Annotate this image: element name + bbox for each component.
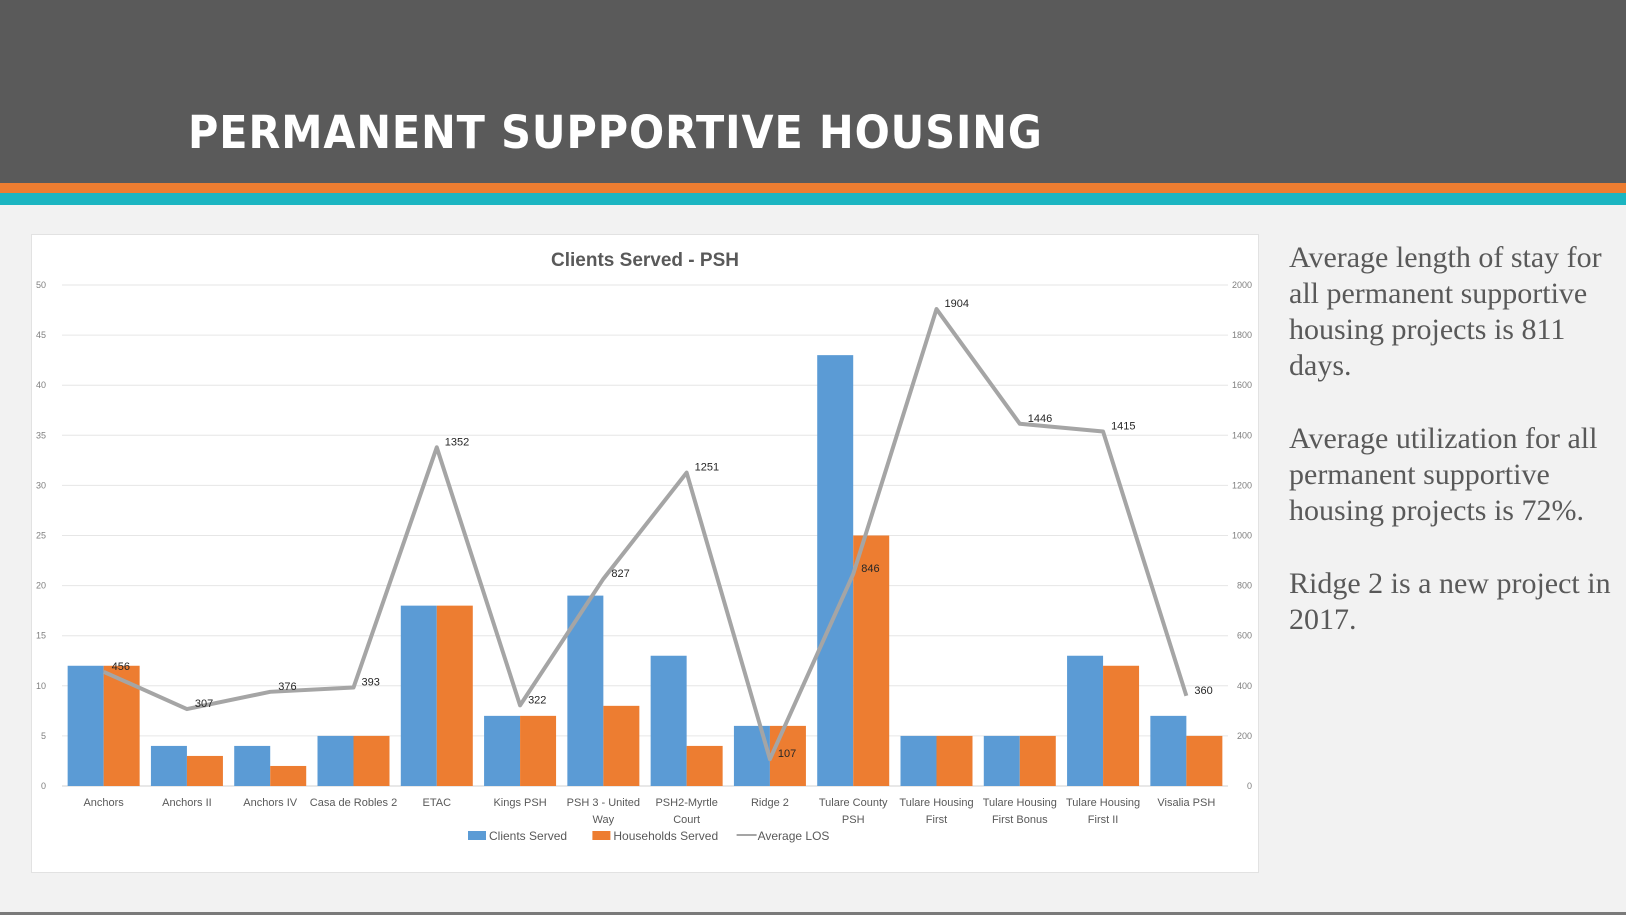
data-label-average-los: 1352: [445, 436, 469, 448]
clients-served-chart: 0 5 10 15 20 25 30 35 40 45 50 0 200 400 600 800 1000 120…: [36, 250, 1252, 843]
y-left-tick-label: 25: [36, 531, 46, 541]
bar-households-served: [270, 765, 307, 786]
data-label-average-los: 846: [861, 563, 879, 575]
bar-clients-served: [150, 745, 187, 786]
category-label: Casa de Robles 2: [310, 797, 397, 809]
data-label-average-los: 360: [1194, 685, 1212, 697]
category-label: Tulare Housing First: [899, 797, 973, 826]
data-label-average-los: 1446: [1028, 413, 1052, 425]
note-average-length-of-stay: Average length of stay for all permanent…: [1289, 241, 1602, 382]
data-label-average-los: 376: [278, 681, 296, 693]
category-label: Anchors IV: [243, 797, 297, 809]
bar-households-served: [603, 705, 640, 786]
bar-households-served: [186, 755, 223, 786]
data-label-average-los: 322: [528, 694, 546, 706]
category-label: Tulare County PSH: [819, 797, 888, 826]
slide-header: [0, 0, 1626, 183]
notes-panel: Average length of stay for all permanent…: [1289, 240, 1619, 675]
y-left-tick-label: 45: [36, 330, 46, 340]
bar-households-served: [1019, 735, 1056, 786]
bar-clients-served: [67, 665, 104, 786]
bar-clients-served: [900, 735, 937, 786]
data-label-average-los: 456: [112, 661, 130, 673]
category-label: Kings PSH: [493, 797, 546, 809]
chart-panel: 0 5 10 15 20 25 30 35 40 45 50 0 200 400 600 800 1000 120…: [31, 234, 1259, 873]
y-left-tick-label: 20: [36, 581, 46, 591]
bar-clients-served: [817, 355, 854, 786]
category-label: Anchors II: [162, 797, 212, 809]
y-right-tick-label: 800: [1237, 581, 1252, 591]
data-label-average-los: 827: [611, 568, 629, 580]
y-right-tick-label: 1200: [1232, 480, 1252, 490]
bar-households-served: [1186, 735, 1223, 786]
y-left-tick-label: 50: [36, 280, 46, 290]
y-left-tick-label: 0: [41, 781, 46, 791]
y-right-tick-label: 1400: [1232, 430, 1252, 440]
y-left-tick-label: 30: [36, 480, 46, 490]
legend-swatch: [468, 831, 486, 840]
legend-label: Households Served: [613, 829, 718, 843]
category-label: Visalia PSH: [1157, 797, 1215, 809]
bar-households-served: [1103, 665, 1140, 786]
data-label-average-los: 307: [195, 698, 213, 710]
data-label-average-los: 107: [778, 748, 796, 760]
y-left-tick-label: 5: [41, 731, 46, 741]
accent-stripe-teal: [0, 193, 1626, 205]
bar-clients-served: [1150, 715, 1187, 786]
bottom-border: [0, 912, 1626, 915]
y-right-tick-label: 600: [1237, 631, 1252, 641]
category-label: Tulare Housing First II: [1066, 797, 1140, 826]
bar-households-served: [353, 735, 390, 786]
bar-clients-served: [317, 735, 354, 786]
y-right-tick-label: 1000: [1232, 531, 1252, 541]
bar-clients-served: [484, 715, 521, 786]
y-right-tick-label: 200: [1237, 731, 1252, 741]
y-right-tick-label: 400: [1237, 681, 1252, 691]
legend-label: Clients Served: [489, 829, 567, 843]
category-label: Anchors: [83, 797, 124, 809]
accent-stripe-orange: [0, 183, 1626, 193]
category-label: ETAC: [423, 797, 452, 809]
chart-title: Clients Served - PSH: [551, 250, 739, 271]
bar-households-served: [686, 745, 723, 786]
y-left-tick-label: 15: [36, 631, 46, 641]
y-right-tick-label: 2000: [1232, 280, 1252, 290]
data-label-average-los: 1251: [695, 462, 719, 474]
bar-clients-served: [983, 735, 1020, 786]
bar-clients-served: [400, 605, 437, 786]
legend-label: Average LOS: [758, 829, 830, 843]
y-left-tick-label: 35: [36, 430, 46, 440]
category-label: Ridge 2: [751, 797, 789, 809]
slide-title: PERMANENT SUPPORTIVE HOUSING: [188, 106, 1043, 159]
y-left-tick-label: 10: [36, 681, 46, 691]
line-average-los: [102, 307, 1189, 762]
bar-households-served: [936, 735, 973, 786]
bar-households-served: [769, 725, 806, 786]
bar-households-served: [436, 605, 473, 786]
data-label-average-los: 1415: [1111, 421, 1135, 433]
bar-clients-served: [234, 745, 271, 786]
data-label-average-los: 1904: [945, 298, 969, 310]
y-right-tick-label: 0: [1247, 781, 1252, 791]
bar-households-served: [853, 535, 890, 786]
bar-households-served: [520, 715, 557, 786]
data-label-average-los: 393: [362, 677, 380, 689]
category-label: Tulare Housing First Bonus: [983, 797, 1057, 826]
legend-swatch: [592, 831, 611, 840]
y-right-tick-label: 1800: [1232, 330, 1252, 340]
y-right-tick-label: 1600: [1232, 380, 1252, 390]
note-ridge-2: Ridge 2 is a new project in 2017.: [1289, 567, 1611, 636]
category-label: PSH 3 - United Way: [567, 797, 640, 826]
bar-clients-served: [1067, 655, 1104, 786]
category-label: PSH2-Myrtle Court: [655, 797, 717, 826]
y-left-tick-label: 40: [36, 380, 46, 390]
note-average-utilization: Average utilization for all permanent su…: [1289, 422, 1598, 527]
bar-clients-served: [650, 655, 687, 786]
